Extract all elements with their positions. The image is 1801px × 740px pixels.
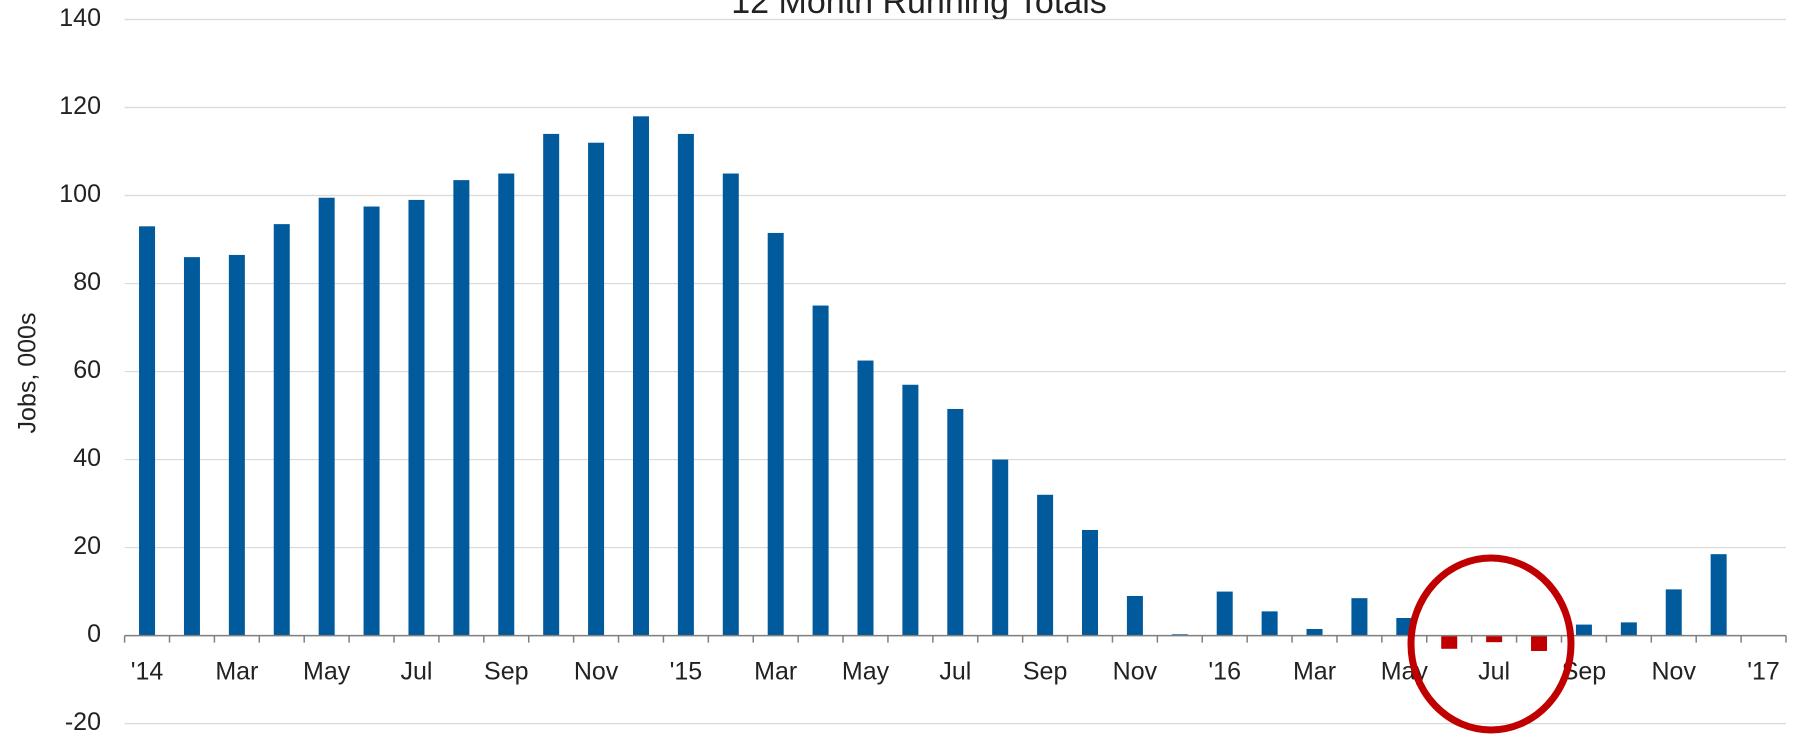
- y-tick-label: 60: [73, 356, 101, 384]
- bar: [318, 197, 335, 636]
- bar: [1216, 591, 1233, 636]
- bar: [1126, 595, 1143, 636]
- highlight-circle: [1407, 554, 1575, 734]
- bar: [183, 257, 200, 636]
- x-tick-label: Nov: [574, 658, 619, 686]
- x-tick-label: '17: [1747, 658, 1780, 686]
- bar: [498, 173, 515, 636]
- bar: [677, 133, 694, 636]
- bar: [1441, 635, 1458, 649]
- bar: [273, 224, 290, 636]
- x-tick-label: Nov: [1652, 658, 1697, 686]
- bar: [1486, 635, 1503, 643]
- bar: [1351, 598, 1368, 636]
- bar: [857, 360, 874, 636]
- bar: [453, 180, 470, 636]
- bar: [992, 459, 1009, 636]
- y-tick-label: 120: [59, 92, 101, 120]
- x-tick-label: '15: [670, 658, 703, 686]
- x-tick-label: Sep: [1023, 658, 1067, 686]
- chart-title: 12 Month Running Totals: [731, 0, 1107, 21]
- bar: [408, 199, 425, 636]
- bar: [1306, 628, 1323, 636]
- bar: [543, 133, 560, 636]
- y-tick-label: 100: [59, 180, 101, 208]
- x-tick-label: Sep: [484, 658, 528, 686]
- x-tick-label: Jul: [400, 658, 432, 686]
- x-tick-label: Nov: [1113, 658, 1158, 686]
- x-tick-label: Jul: [939, 658, 971, 686]
- y-tick-label: 40: [73, 444, 101, 472]
- y-tick-label: 0: [87, 620, 101, 648]
- x-tick-label: Jul: [1478, 658, 1510, 686]
- bar: [363, 206, 380, 636]
- x-tick-label: May: [842, 658, 890, 686]
- bar: [1710, 554, 1727, 636]
- bar: [1037, 494, 1054, 636]
- x-tick-label: Mar: [215, 658, 258, 686]
- bar: [722, 173, 739, 636]
- bar: [947, 408, 964, 636]
- y-tick-label: -20: [65, 708, 101, 735]
- bar: [139, 226, 156, 636]
- x-tick-label: May: [303, 658, 351, 686]
- y-tick-label: 20: [73, 532, 101, 560]
- y-axis-label: Jobs, 000s: [14, 313, 42, 434]
- bar: [1665, 589, 1682, 636]
- bar: [228, 254, 245, 636]
- bar: [1531, 635, 1548, 651]
- bar: [812, 305, 829, 636]
- x-tick-label: Mar: [1293, 658, 1336, 686]
- bar: [1261, 611, 1278, 636]
- bar: [902, 384, 919, 636]
- bar: [767, 232, 784, 636]
- x-tick-label: '16: [1208, 658, 1241, 686]
- bar: [1082, 529, 1099, 636]
- y-tick-label: 140: [59, 4, 101, 32]
- x-tick-label: Mar: [754, 658, 797, 686]
- bar: [1396, 617, 1413, 636]
- bar: [1575, 624, 1592, 636]
- bar: [588, 142, 605, 636]
- bar: [632, 116, 649, 636]
- bar: [1620, 622, 1637, 636]
- y-tick-label: 80: [73, 268, 101, 296]
- x-tick-label: '14: [131, 658, 164, 686]
